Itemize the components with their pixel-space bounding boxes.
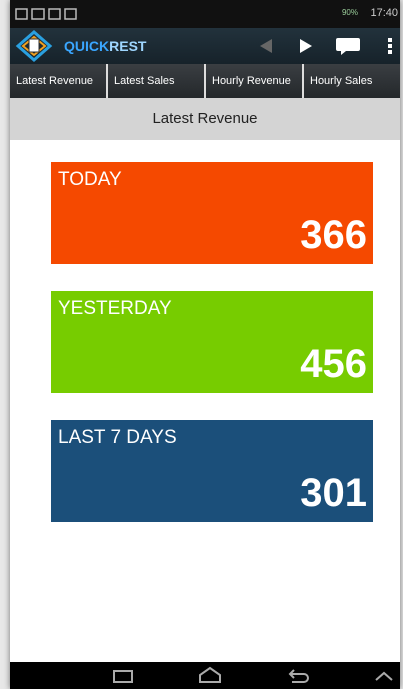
notification-icons: [14, 0, 94, 28]
forward-button[interactable]: [300, 39, 312, 53]
menu-button[interactable]: [388, 38, 392, 54]
tab-bar: Latest Revenue Latest Sales Hourly Reven…: [10, 64, 400, 98]
tab[interactable]: Latest Sales: [108, 64, 206, 98]
card-value: 301: [300, 471, 367, 516]
battery-level: 90%: [342, 8, 358, 17]
stat-card: TODAY 366: [51, 162, 373, 264]
home-button[interactable]: [200, 668, 220, 682]
chat-button[interactable]: [336, 38, 360, 55]
page: 90% 17:40 QUICKREST Latest Revenue Lates…: [0, 0, 403, 689]
clock: 17:40: [370, 7, 398, 19]
nav-icons: [10, 662, 400, 689]
action-icons: [240, 28, 400, 64]
card-label: TODAY: [58, 169, 122, 191]
card-value: 366: [300, 213, 367, 258]
card-label: LAST 7 DAYS: [58, 427, 177, 449]
app-bar: QUICKREST: [10, 28, 400, 64]
app-title-part: QUICK: [64, 38, 109, 54]
card-value: 456: [300, 342, 367, 387]
tab[interactable]: Hourly Revenue: [206, 64, 304, 98]
section-header: Latest Revenue: [10, 98, 400, 140]
app-title: QUICKREST: [64, 38, 146, 54]
back-nav-button[interactable]: [290, 670, 308, 682]
app-logo[interactable]: [12, 28, 56, 64]
nav-bar: [10, 662, 400, 689]
card-label: YESTERDAY: [58, 298, 172, 320]
recent-apps-button[interactable]: [114, 671, 132, 682]
stat-card: YESTERDAY 456: [51, 291, 373, 393]
status-bar: 90% 17:40: [10, 0, 400, 28]
up-button[interactable]: [376, 673, 392, 680]
screen: 90% 17:40 QUICKREST Latest Revenue Lates…: [10, 0, 400, 689]
back-button[interactable]: [260, 39, 272, 53]
app-title-part: REST: [109, 38, 146, 54]
tab[interactable]: Latest Revenue: [10, 64, 108, 98]
stat-card: LAST 7 DAYS 301: [51, 420, 373, 522]
tab[interactable]: Hourly Sales: [304, 64, 400, 98]
